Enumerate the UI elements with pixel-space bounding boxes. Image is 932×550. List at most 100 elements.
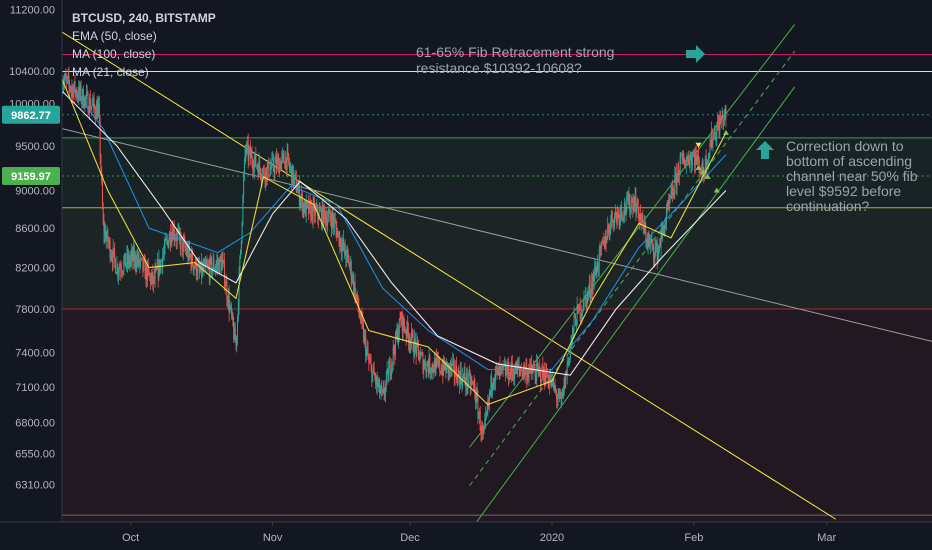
candle-body xyxy=(656,242,657,248)
candle-body xyxy=(565,371,567,389)
candle-body xyxy=(214,269,216,271)
candle-body xyxy=(374,375,376,379)
candle-body xyxy=(650,241,652,243)
candle-body xyxy=(117,265,119,275)
candle-body xyxy=(719,117,721,134)
candle-body xyxy=(357,295,359,308)
candle-body xyxy=(560,398,562,400)
candle-body xyxy=(230,306,232,315)
candle-body xyxy=(598,267,599,270)
candle-body xyxy=(306,201,308,204)
candle-body xyxy=(270,167,272,169)
candle-body xyxy=(599,246,601,249)
candle-body xyxy=(334,220,336,223)
candle-body xyxy=(482,432,484,434)
candle-body xyxy=(301,194,303,199)
y-tick-label: 7400.00 xyxy=(15,348,55,360)
candle-body xyxy=(417,340,419,343)
candle-body xyxy=(382,390,384,392)
candle-body xyxy=(68,75,70,84)
candle-body xyxy=(483,427,485,434)
candle-body xyxy=(614,215,616,228)
candle-body xyxy=(667,200,669,210)
candle-body xyxy=(675,172,677,175)
candle-body xyxy=(101,181,103,207)
candle-body xyxy=(422,354,424,373)
candle-body xyxy=(267,160,269,167)
candle-body xyxy=(79,86,81,95)
price-tag-box xyxy=(2,166,60,185)
candle-body xyxy=(245,149,247,154)
correction-line-5: continuation? xyxy=(786,198,870,214)
candle-body xyxy=(579,304,581,319)
candle-body xyxy=(470,382,472,388)
candle-body xyxy=(504,365,506,367)
candle-body xyxy=(499,365,501,370)
candle-body xyxy=(564,378,566,389)
candle-body xyxy=(277,158,279,160)
candle-body xyxy=(572,328,574,337)
candle-body xyxy=(414,338,416,345)
candle-body xyxy=(213,260,215,271)
candle-body xyxy=(272,157,274,169)
candle-body xyxy=(662,225,664,233)
candle-body xyxy=(96,105,98,119)
candle-body xyxy=(169,232,171,244)
candle-body xyxy=(617,211,619,221)
signal-marker-1 xyxy=(695,164,702,170)
candle-body xyxy=(256,165,258,168)
candle-body xyxy=(668,200,670,205)
candle-body xyxy=(396,329,398,338)
candle-body xyxy=(507,362,509,381)
candle-body xyxy=(515,363,517,375)
candle-body xyxy=(561,396,563,399)
candle-body xyxy=(359,318,361,322)
candle-body xyxy=(163,253,164,257)
candle-body xyxy=(356,295,358,299)
candle-body xyxy=(202,266,204,271)
candle-body xyxy=(175,238,177,239)
candle-body xyxy=(208,265,210,279)
candle-body xyxy=(432,364,434,370)
candle-body xyxy=(549,379,551,386)
candle-body xyxy=(406,321,408,337)
candle-body xyxy=(327,219,329,227)
candle-body xyxy=(387,369,389,382)
x-tick-label: Feb xyxy=(684,532,703,544)
candle-body xyxy=(663,229,665,235)
candle-body xyxy=(646,241,648,247)
candle-body xyxy=(710,131,712,147)
candle-body xyxy=(697,154,699,159)
candle-body xyxy=(126,253,128,265)
candle-body xyxy=(715,138,717,140)
candle-body xyxy=(393,346,395,352)
candle-body xyxy=(546,367,548,377)
candle-body xyxy=(478,411,480,415)
candle-body xyxy=(69,83,71,89)
candle-body xyxy=(682,158,684,161)
candle-body xyxy=(401,312,403,323)
candle-body xyxy=(317,216,319,220)
candle-body xyxy=(360,313,362,322)
candle-body xyxy=(520,369,522,372)
candle-body xyxy=(536,362,538,382)
moving-averages xyxy=(62,74,727,406)
candle-body xyxy=(608,228,610,234)
candle-body xyxy=(242,196,244,224)
candle-body xyxy=(688,163,690,168)
correction-line-1: Correction down to xyxy=(786,138,904,154)
candle-body xyxy=(84,96,86,108)
candle-body xyxy=(252,162,254,170)
candle-body xyxy=(636,206,638,214)
signal-marker-4 xyxy=(713,187,720,193)
candle-body xyxy=(129,260,131,265)
candle-body xyxy=(302,204,304,213)
candle-body xyxy=(79,86,81,95)
candle-body xyxy=(215,265,217,269)
candle-body xyxy=(350,261,352,280)
candle-body xyxy=(713,132,715,140)
candle-body xyxy=(565,371,567,375)
candle-body xyxy=(702,161,704,175)
candle-body xyxy=(717,121,719,128)
